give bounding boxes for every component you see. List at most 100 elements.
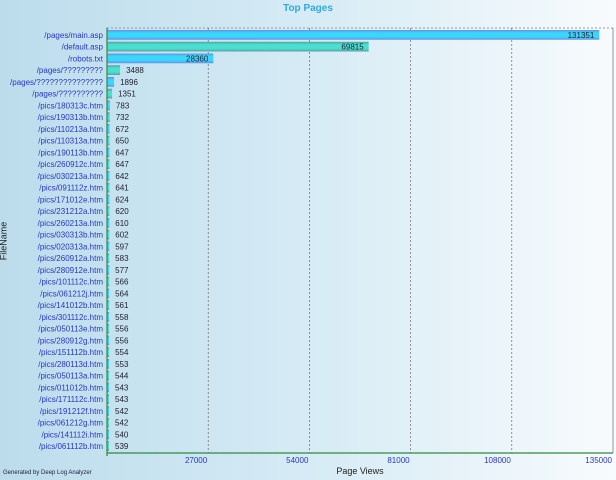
data-label: 610 — [115, 219, 129, 228]
bar — [107, 323, 110, 334]
data-label: 542 — [115, 407, 129, 416]
bar — [107, 77, 115, 87]
data-label: 543 — [115, 395, 129, 404]
category-label: /pics/260912c.htm — [38, 160, 103, 169]
data-label: 624 — [115, 195, 129, 204]
bar — [107, 124, 110, 134]
category-label: /pics/091112z.htm — [39, 184, 103, 193]
bar — [107, 159, 110, 169]
category-label: /pics/260912a.htm — [38, 254, 104, 263]
data-label: 647 — [115, 160, 129, 169]
category-label: /pics/280113d.htm — [38, 360, 103, 369]
data-label: 131351 — [568, 31, 595, 40]
bar — [107, 441, 110, 451]
data-label: 583 — [115, 254, 129, 263]
bar — [107, 382, 110, 393]
category-label: /pages/main.asp — [44, 31, 103, 40]
bar — [107, 53, 214, 64]
data-label: 620 — [115, 207, 129, 216]
category-label: /pics/061212g.htm — [38, 419, 104, 428]
bar — [107, 100, 110, 111]
data-label: 542 — [115, 419, 129, 428]
bar — [107, 206, 110, 216]
data-label: 642 — [115, 172, 129, 181]
category-label: /robots.txt — [68, 54, 104, 63]
data-label: 783 — [116, 101, 130, 110]
data-label: 553 — [115, 360, 129, 369]
category-label: /pages/????????? — [37, 66, 104, 75]
category-label: /pics/030213a.htm — [38, 172, 104, 181]
category-label: /pics/110313a.htm — [38, 137, 103, 146]
bar — [107, 253, 110, 263]
category-label: /pics/061212j.htm — [40, 289, 103, 298]
bar — [107, 370, 110, 381]
category-label: /pics/030313b.htm — [38, 231, 104, 240]
bar — [107, 300, 110, 310]
bar — [107, 241, 110, 252]
bar — [107, 406, 110, 416]
data-label: 3488 — [126, 66, 144, 75]
category-label: /pics/141112i.htm — [41, 430, 103, 439]
data-label: 543 — [115, 383, 129, 392]
category-label: /pics/180313c.htm — [38, 101, 103, 110]
bar — [107, 417, 110, 428]
data-label: 556 — [115, 325, 129, 334]
data-label: 544 — [115, 372, 129, 381]
bar — [107, 41, 369, 52]
data-label: 540 — [115, 430, 129, 439]
bar — [107, 194, 110, 205]
category-label: /pics/050113a.htm — [38, 372, 103, 381]
bar — [107, 30, 600, 40]
category-label: /pics/301112c.htm — [39, 313, 103, 322]
chart-title: Top Pages — [283, 3, 333, 14]
x-axis-title: Page Views — [336, 466, 384, 476]
bar — [107, 182, 110, 193]
category-label: /pics/151112b.htm — [39, 348, 104, 357]
data-label: 539 — [115, 442, 129, 451]
bar — [107, 335, 110, 346]
category-label: /pics/280912g.htm — [38, 336, 104, 345]
data-label: 650 — [115, 137, 129, 146]
category-label: /pics/171112c.htm — [39, 395, 103, 404]
x-tick-label: 108000 — [484, 456, 511, 465]
x-tick-label: 54000 — [286, 456, 309, 465]
bar — [107, 147, 110, 158]
category-label: /pics/231212a.htm — [38, 207, 104, 216]
data-label: 554 — [115, 348, 129, 357]
bar — [107, 65, 121, 75]
data-label: 28360 — [186, 54, 209, 63]
category-label: /pics/020313a.htm — [38, 242, 104, 251]
category-label: /pics/280912e.htm — [38, 266, 104, 275]
x-tick-label: 27000 — [185, 456, 208, 465]
bar — [107, 112, 110, 122]
bar — [107, 229, 110, 240]
bar — [107, 88, 113, 99]
x-tick-label: 81000 — [387, 456, 410, 465]
x-tick-label: 135000 — [585, 456, 612, 465]
data-label: 577 — [115, 266, 129, 275]
bar — [107, 394, 110, 404]
data-label: 597 — [115, 242, 129, 251]
bar — [107, 347, 110, 357]
data-label: 732 — [116, 113, 130, 122]
data-label: 561 — [115, 301, 129, 310]
category-label: /pics/190113b.htm — [38, 148, 103, 157]
data-label: 556 — [115, 336, 129, 345]
bar — [107, 312, 110, 322]
plot-frame — [106, 27, 614, 454]
data-label: 1351 — [118, 90, 136, 99]
data-label: 566 — [115, 278, 129, 287]
data-label: 672 — [116, 125, 130, 134]
category-label: /pics/101112c.htm — [39, 278, 103, 287]
bar — [107, 288, 110, 299]
category-label: /pics/061112b.htm — [39, 442, 104, 451]
category-label: /pages/?????????? — [32, 90, 103, 99]
data-label: 558 — [115, 313, 129, 322]
category-label: /pics/171012e.htm — [38, 195, 104, 204]
data-label: 647 — [115, 148, 129, 157]
bar — [107, 135, 110, 146]
category-label: /pics/011012b.htm — [38, 383, 103, 392]
category-label: /pics/110213a.htm — [38, 125, 103, 134]
data-label: 602 — [115, 231, 129, 240]
